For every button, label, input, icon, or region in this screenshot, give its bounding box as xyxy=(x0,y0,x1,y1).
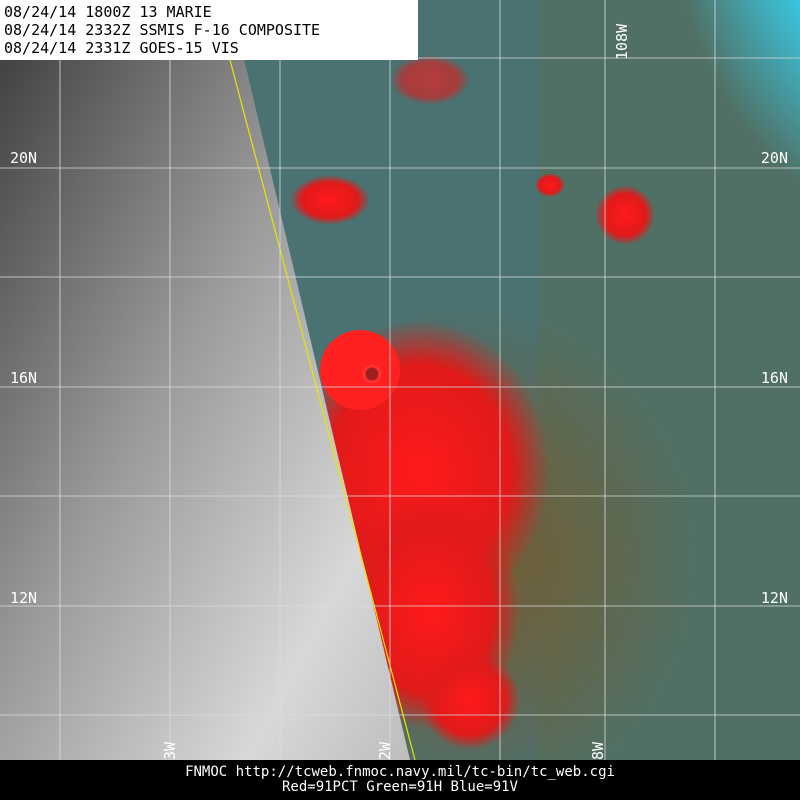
header-line: 08/24/14 2332Z SSMIS F-16 COMPOSITE xyxy=(4,21,320,39)
lon-label: 8W xyxy=(589,741,607,760)
header-line: 08/24/14 1800Z 13 MARIE xyxy=(4,3,212,21)
lat-label: 20N xyxy=(761,149,788,167)
lat-label: 20N xyxy=(10,149,37,167)
header-line: 08/24/14 2331Z GOES-15 VIS xyxy=(4,39,239,57)
lat-label: 16N xyxy=(10,369,37,387)
footer-line: FNMOC http://tcweb.fnmoc.navy.mil/tc-bin… xyxy=(185,764,615,780)
lon-label: 2W xyxy=(376,741,394,760)
header-box xyxy=(0,0,418,60)
footer-box xyxy=(0,760,800,800)
lat-label: 16N xyxy=(761,369,788,387)
footer-line: Red=91PCT Green=91H Blue=91V xyxy=(282,779,519,795)
lat-label: 12N xyxy=(10,589,37,607)
lon-label: 108W xyxy=(613,23,631,60)
lon-label: 3W xyxy=(161,741,179,760)
lat-label: 12N xyxy=(761,589,788,607)
lat-lon-grid xyxy=(0,0,800,760)
